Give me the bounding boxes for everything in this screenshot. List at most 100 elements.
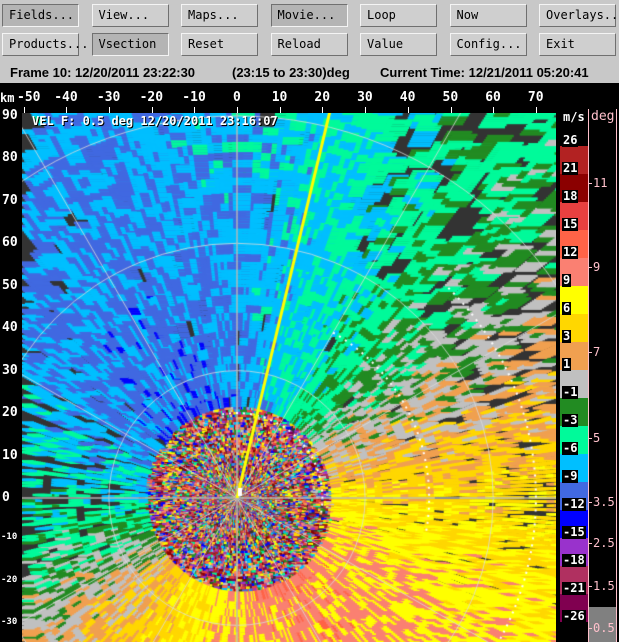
- x-tick-label: -40: [54, 90, 78, 105]
- x-tick-label: 50: [442, 90, 459, 105]
- colorbar-label: 3: [562, 329, 572, 343]
- loop-button[interactable]: Loop: [360, 4, 437, 27]
- x-tick-mark: [535, 107, 537, 113]
- colorbar-label: -9: [562, 469, 579, 483]
- movie-button[interactable]: Movie...: [270, 4, 348, 27]
- y-tick-label: 0: [2, 490, 10, 505]
- config-button[interactable]: Config...: [449, 33, 527, 56]
- y-tick-label: -10: [1, 532, 18, 543]
- maps-button[interactable]: Maps...: [181, 4, 258, 27]
- value-button[interactable]: Value: [360, 33, 437, 56]
- colorbar-label: -12: [562, 497, 586, 511]
- colorbar-label: 18: [562, 189, 579, 203]
- radar-display: km -50 -40 -30 -20 -10 0 10 20 30 40 50 60 70 90 80 70…: [0, 83, 619, 642]
- elevation-label[interactable]: 3.5: [593, 495, 615, 509]
- y-tick-label: 80: [2, 150, 18, 166]
- elevation-label[interactable]: 9: [593, 260, 601, 274]
- exit-button[interactable]: Exit: [539, 33, 616, 56]
- y-tick-label: 50: [2, 277, 18, 293]
- view-button[interactable]: View...: [91, 4, 169, 27]
- elevation-label[interactable]: 5: [593, 431, 601, 445]
- reload-button[interactable]: Reload: [270, 33, 348, 56]
- y-tick-label: 70: [2, 192, 18, 208]
- x-tick-mark: [237, 107, 238, 113]
- elevation-tick: [589, 586, 592, 587]
- colorbar-label: -21: [562, 581, 586, 595]
- elevation-label[interactable]: 0.5: [593, 621, 615, 635]
- colorbar-label: -26: [562, 609, 586, 623]
- x-tick-label: 70: [527, 90, 544, 105]
- y-tick-label: -30: [1, 617, 18, 628]
- elevation-tick: [589, 438, 592, 439]
- colorbar-label: 21: [562, 161, 579, 175]
- elevation-tick: [589, 183, 592, 184]
- x-tick-mark: [407, 107, 409, 113]
- colorbar-label: -18: [562, 553, 586, 567]
- elevation-label[interactable]: 1.5: [593, 579, 615, 593]
- current-time: Current Time: 12/21/2011 05:20:41: [380, 65, 589, 80]
- elevation-label[interactable]: 7: [593, 345, 601, 359]
- elevation-label[interactable]: 11: [593, 176, 608, 190]
- x-tick-label: -20: [139, 90, 164, 105]
- colorbar-label: 1: [562, 357, 572, 371]
- x-tick-mark: [279, 107, 281, 113]
- x-tick-mark: [108, 107, 110, 113]
- status-bar: Frame 10: 12/20/2011 23:22:30 (23:15 to …: [0, 64, 619, 82]
- x-tick-label: -10: [182, 90, 206, 105]
- now-button[interactable]: Now: [449, 4, 527, 27]
- x-tick-mark: [493, 107, 495, 113]
- x-tick-label: 40: [399, 90, 416, 105]
- x-tick-mark: [66, 107, 68, 113]
- colorbar-label: -1: [562, 385, 579, 399]
- reset-button[interactable]: Reset: [181, 33, 258, 56]
- vsection-button[interactable]: Vsection: [91, 33, 169, 56]
- x-tick-mark: [151, 107, 153, 113]
- x-tick-label: -50: [17, 90, 41, 105]
- x-tick-mark: [322, 107, 324, 113]
- elevation-tick: [589, 352, 592, 353]
- colorbar-label: -15: [562, 525, 586, 539]
- y-tick-label: 10: [2, 447, 18, 463]
- x-tick-label: 20: [314, 90, 331, 105]
- elevation-tick: [589, 267, 592, 268]
- elevation-tick: [589, 543, 592, 544]
- elevation-tick: [589, 628, 592, 629]
- frame-info: Frame 10: 12/20/2011 23:22:30: [10, 65, 196, 80]
- elevation-selector[interactable]: 11 9 7 5 3.5 2.5 1.5 0.5: [588, 109, 617, 642]
- x-unit-label: km: [0, 91, 15, 105]
- selected-elevation-highlight: [589, 607, 616, 642]
- x-tick-mark: [194, 107, 196, 113]
- y-tick-label: 60: [2, 235, 18, 251]
- x-tick-mark: [365, 107, 367, 113]
- field-label: VEL F: 0.5 deg 12/20/2011 23:16:07: [32, 114, 278, 128]
- y-tick-label: 30: [2, 362, 18, 378]
- colorbar-label: 6: [562, 301, 572, 315]
- x-tick-mark: [450, 107, 452, 113]
- elevation-tick: [589, 502, 592, 503]
- elevation-label[interactable]: 2.5: [593, 536, 615, 550]
- colorbar-unit: m/s: [563, 110, 585, 124]
- time-range: (23:15 to 23:30)deg: [232, 65, 350, 80]
- colorbar-label: -3: [562, 413, 579, 427]
- y-tick-label: -20: [1, 574, 18, 585]
- colorbar-label: 26: [562, 133, 579, 147]
- overlays-button[interactable]: Overlays...: [539, 4, 619, 27]
- colorbar-label: 9: [562, 273, 572, 287]
- elevation-unit: deg: [591, 109, 615, 124]
- y-tick-label: 40: [2, 320, 18, 336]
- y-tick-label: 90: [2, 107, 18, 123]
- products-button[interactable]: Products...: [2, 33, 88, 56]
- velocity-field-canvas[interactable]: [22, 113, 556, 642]
- colorbar-label: 15: [562, 217, 579, 231]
- fields-button[interactable]: Fields...: [2, 4, 79, 27]
- x-tick-label: 0: [233, 90, 241, 105]
- colorbar-label: -6: [562, 441, 579, 455]
- x-tick-label: 60: [485, 90, 501, 105]
- velocity-colorbar: m/s 26 21 18 15 12 9 6 3 1 -1 -3 -6 -9 -12 -15 -18 -21 -2…: [558, 83, 588, 642]
- x-tick-label: -30: [96, 90, 121, 105]
- colorbar-label: 12: [562, 245, 579, 259]
- y-tick-label: 20: [2, 405, 18, 421]
- x-tick-label: 30: [357, 90, 373, 105]
- radar-ppi-plot[interactable]: VEL F: 0.5 deg 12/20/2011 23:16:07: [22, 113, 556, 642]
- x-tick-label: 10: [271, 90, 288, 105]
